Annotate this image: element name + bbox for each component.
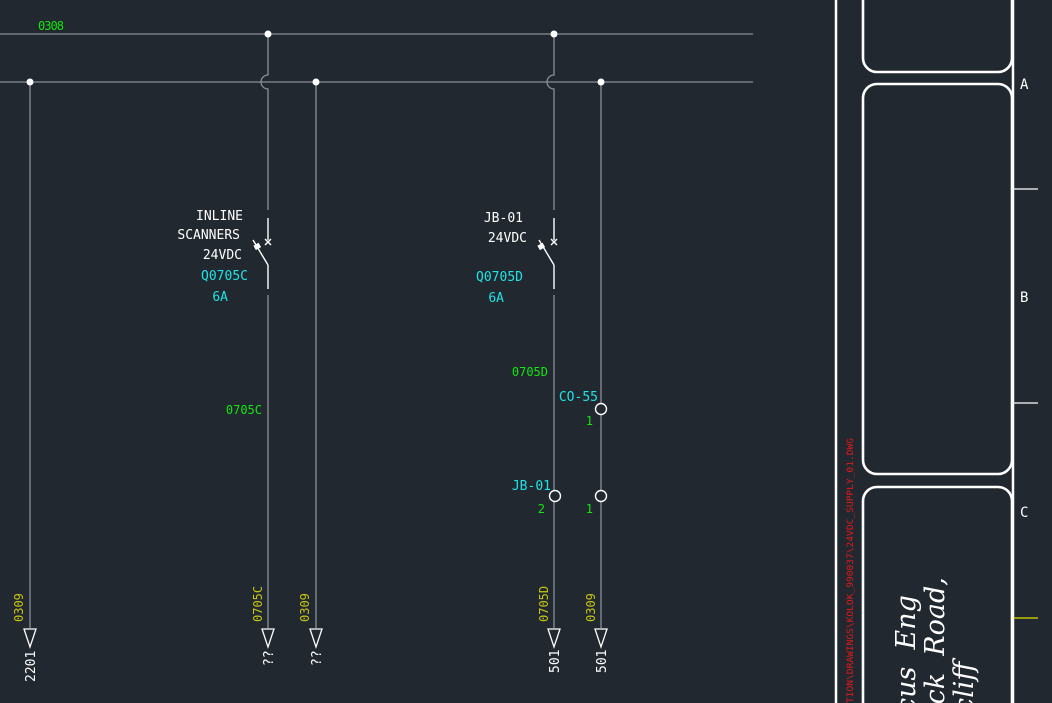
terminal-jb01-right[interactable] xyxy=(594,489,608,503)
offpage-arrow-icon[interactable] xyxy=(309,628,323,650)
vertical-wires xyxy=(29,34,602,628)
terminal-pin-label: 1 xyxy=(586,502,593,516)
offpage-arrow-icon[interactable] xyxy=(594,628,608,650)
junction-dot xyxy=(312,78,320,86)
terminal-pin-label: 2 xyxy=(538,502,545,516)
drawing-file-path: TION\DRAWINGS\KOLOK_990037\24VDC_SUPPLY_… xyxy=(846,438,856,703)
title-panel-middle[interactable] xyxy=(861,82,1014,476)
wire-col4[interactable] xyxy=(546,34,555,628)
zone-label-a: A xyxy=(1020,77,1029,93)
offpage-ref-label: 501 xyxy=(595,650,610,673)
title-panel-bottom[interactable] xyxy=(861,485,1014,703)
bus-lines xyxy=(0,33,753,83)
wire-label: 0705C xyxy=(226,403,262,417)
title-block-panels xyxy=(861,0,1014,703)
offpage-wire-label: 0309 xyxy=(298,593,312,622)
zone-ticks xyxy=(1013,188,1038,619)
zone-label-b: B xyxy=(1020,290,1028,306)
breaker-name-line: 24VDC xyxy=(488,231,527,246)
offpage-ref-label: 2201 xyxy=(24,651,39,682)
terminal-co55[interactable] xyxy=(594,402,608,416)
offpage-ref-label: ?? xyxy=(262,650,277,666)
breaker-rating: 6A xyxy=(212,290,228,305)
offpage-arrows xyxy=(23,628,608,650)
terminal-device-label: CO-55 xyxy=(559,390,598,405)
company-address-line: ick Road, xyxy=(920,577,951,703)
offpage-arrow-icon[interactable] xyxy=(23,628,37,650)
title-panel-top[interactable] xyxy=(861,0,1014,74)
offpage-wire-label: 0309 xyxy=(12,593,26,622)
breaker-name-line: SCANNERS xyxy=(177,228,240,243)
breaker-rating: 6A xyxy=(488,291,504,306)
offpage-ref-label: ?? xyxy=(310,650,325,666)
bus-label-0308: 0308 xyxy=(38,19,64,33)
company-name-line: cus Eng xyxy=(891,595,922,703)
breaker-name-line: JB-01 xyxy=(484,211,523,226)
zone-label-c: C xyxy=(1020,505,1028,521)
junction-dot xyxy=(264,30,272,38)
breaker-tag: Q0705C xyxy=(201,269,248,284)
offpage-wire-label: 0309 xyxy=(584,593,598,622)
junction-dot xyxy=(550,30,558,38)
junction-dot xyxy=(597,78,605,86)
offpage-arrow-icon[interactable] xyxy=(261,628,275,650)
breaker-q0705c[interactable] xyxy=(252,210,275,295)
breaker-name-line: 24VDC xyxy=(203,248,242,263)
junction-dot xyxy=(26,78,34,86)
wire-col2[interactable] xyxy=(260,34,269,628)
wire-label: 0705D xyxy=(512,365,548,379)
terminal-pin-label: 1 xyxy=(586,414,593,428)
breaker-name-line: INLINE xyxy=(196,209,243,224)
offpage-wire-label: 0705C xyxy=(251,586,265,622)
offpage-arrow-icon[interactable] xyxy=(547,628,561,650)
terminal-jb01-left[interactable] xyxy=(548,489,562,503)
terminal-device-label: JB-01 xyxy=(512,479,551,494)
breaker-q0705d[interactable] xyxy=(537,210,561,295)
breaker-tag: Q0705D xyxy=(476,270,523,285)
offpage-wire-label: 0705D xyxy=(537,586,551,622)
junction-dots xyxy=(26,30,605,86)
offpage-ref-label: 501 xyxy=(548,650,563,673)
company-city-line: cliff xyxy=(949,658,980,703)
